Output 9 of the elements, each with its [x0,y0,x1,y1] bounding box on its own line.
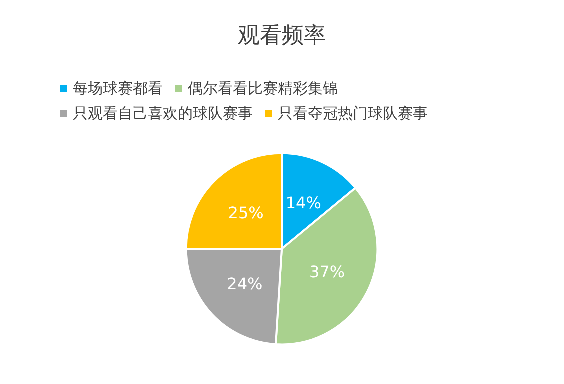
data-label: 24% [227,274,263,294]
data-label: 37% [310,262,346,282]
data-label: 25% [228,204,264,223]
data-label: 14% [286,194,322,213]
legend-label: 偶尔看看比赛精彩集锦 [188,80,338,98]
legend-label: 只观看自己喜欢的球队赛事 [73,104,253,122]
legend-label: 只看夺冠热门球队赛事 [278,104,428,122]
chart-title: 观看频率 [238,24,326,48]
legend-label: 每场球赛都看 [73,80,163,98]
